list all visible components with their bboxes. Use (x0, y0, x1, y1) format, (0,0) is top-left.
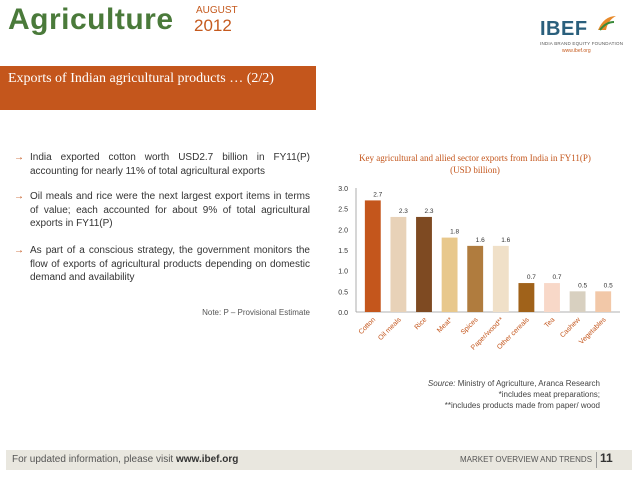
bar-1 (390, 216, 407, 312)
footnote-2: **includes products made from paper/ woo… (444, 401, 600, 410)
bar-2 (416, 216, 432, 312)
bar-value-label: 1.8 (450, 229, 459, 236)
bar-4 (467, 245, 484, 312)
ibef-logo: IBEF (540, 18, 588, 40)
footnote-1: *includes meat preparations; (498, 390, 600, 399)
y-tick-label: 1.0 (338, 269, 348, 276)
bar-7 (544, 283, 560, 312)
bar-9 (595, 291, 612, 312)
x-tick-label: Tea (543, 316, 556, 329)
provisional-note: Note: P – Provisional Estimate (202, 308, 310, 317)
bar-value-label: 0.7 (527, 274, 536, 281)
y-tick-label: 1.5 (338, 248, 348, 255)
logo-url: www.ibef.org (562, 48, 591, 54)
footer-section-label: MARKET OVERVIEW AND TRENDS (460, 455, 593, 464)
page-number: 11 (600, 451, 613, 465)
header-year: 2012 (194, 16, 232, 35)
bar-value-label: 2.3 (424, 208, 433, 215)
source-block: Source: Ministry of Agriculture, Aranca … (400, 378, 600, 411)
bar-3 (441, 237, 458, 312)
bar-value-label: 0.5 (604, 282, 613, 289)
bar-0 (364, 200, 381, 312)
y-tick-label: 2.5 (338, 207, 348, 214)
y-tick-label: 2.0 (338, 227, 348, 234)
source-text: Ministry of Agriculture, Aranca Research (457, 379, 600, 388)
x-tick-label: Oil meals (377, 316, 403, 342)
bar-5 (492, 245, 509, 312)
bar-6 (518, 283, 535, 312)
bar-chart: 0.0 0.5 1.0 1.5 2.0 2.5 3.0 2.7 Cotton 2.3 Oil mea… (338, 186, 620, 352)
bullet-3: As part of a conscious strategy, the gov… (30, 245, 310, 283)
bullet-arrow-icon: → (14, 152, 24, 163)
ibef-link[interactable]: www.ibef.org (175, 454, 239, 465)
source-label: Source: (427, 379, 456, 388)
footer-bar (6, 450, 632, 470)
bar-8 (569, 291, 586, 312)
x-tick-label: Cashew (559, 316, 583, 340)
chart-title: Key agricultural and allied sector expor… (322, 152, 628, 176)
y-tick-label: 0.0 (338, 310, 348, 317)
x-tick-label: Cotton (358, 316, 378, 336)
bullet-arrow-icon: → (14, 245, 24, 256)
section-title: Exports of Indian agricultural products … (8, 71, 274, 86)
footer-divider (596, 452, 597, 468)
section-banner (0, 66, 316, 110)
bar-value-label: 0.5 (578, 282, 587, 289)
y-tick-label: 0.5 (338, 289, 348, 296)
flag-logo-icon (598, 16, 616, 31)
chart-title-main: Key agricultural and allied sector expor… (359, 153, 591, 163)
x-tick-label: Vegetables (578, 316, 608, 346)
bar-value-label: 2.3 (399, 208, 408, 215)
page-title: Agriculture (8, 3, 174, 36)
x-tick-label: Meat* (436, 316, 454, 334)
bar-value-label: 2.7 (373, 191, 382, 198)
chart-subtitle: (USD billion) (450, 165, 500, 175)
footer-prefix: For updated information, please visit (12, 454, 174, 465)
logo-subtitle: INDIA BRAND EQUITY FOUNDATION (540, 41, 624, 46)
bar-value-label: 0.7 (552, 274, 561, 281)
header-month: AUGUST (196, 5, 238, 16)
x-tick-label: Rice (414, 316, 429, 331)
bullet-arrow-icon: → (14, 191, 24, 202)
bullet-1: India exported cotton worth USD2.7 billi… (30, 152, 310, 177)
footer-link-text: For updated information, please visit ww… (12, 454, 238, 465)
x-tick-label: Spices (460, 316, 480, 336)
y-tick-label: 3.0 (338, 186, 348, 193)
bullet-2: Oil meals and rice were the next largest… (30, 191, 310, 229)
bar-value-label: 1.6 (476, 237, 485, 244)
bar-value-label: 1.6 (501, 237, 510, 244)
